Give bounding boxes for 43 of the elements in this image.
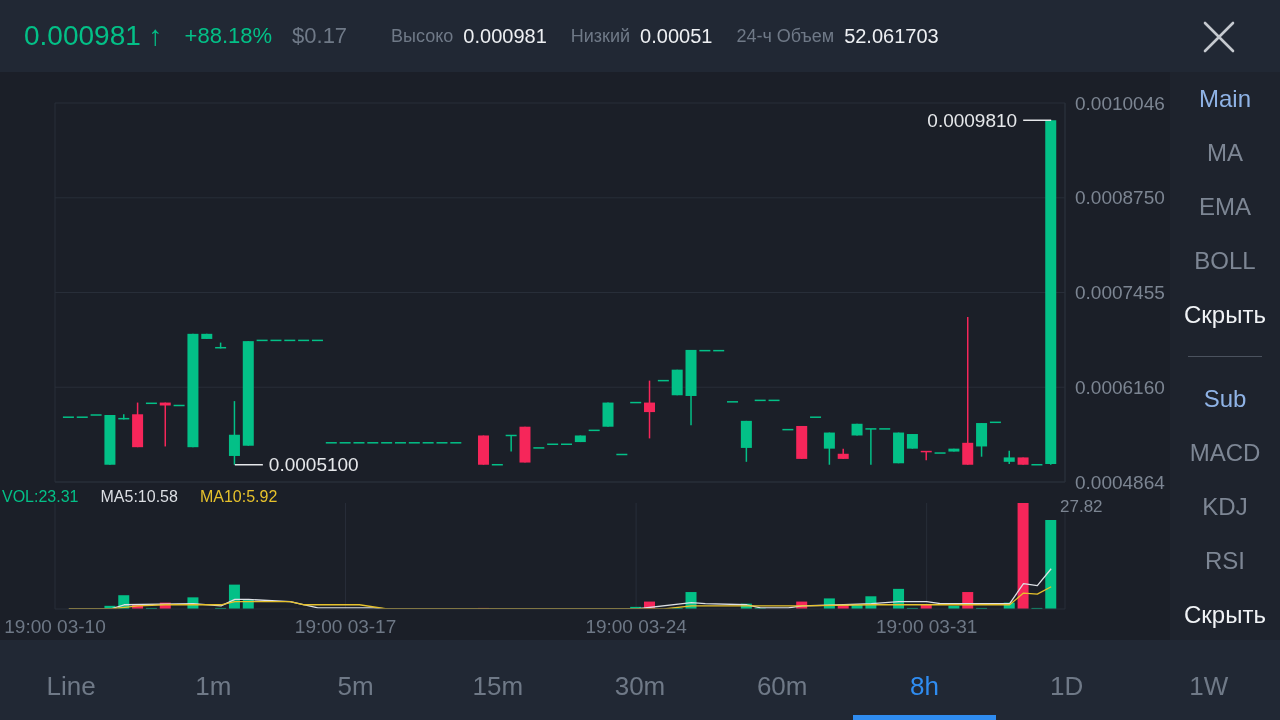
text: 30m: [614, 671, 666, 701]
text: 1W: [1189, 671, 1229, 701]
y-tick-label: 0.0008750: [1075, 187, 1165, 209]
text: VOL:23.31: [2, 488, 79, 506]
text: Скрыть: [1184, 601, 1266, 628]
x-tick-label: 19:00 03-10: [4, 615, 106, 637]
text: Высоко: [391, 25, 454, 47]
text: Sub: [1203, 385, 1247, 412]
y-tick-label: 0.0007455: [1075, 282, 1165, 303]
text: 0.000981: [463, 24, 547, 48]
x-tick-label: 19:00 03-31: [875, 615, 978, 637]
text: 0.000981 ↑: [24, 20, 163, 52]
y-tick-label: 0.0006160: [1075, 376, 1165, 398]
text: EMA: [1198, 193, 1251, 220]
text: $0.17: [292, 23, 348, 49]
text: 0.00051: [640, 24, 713, 48]
text: 60m: [756, 671, 808, 701]
annotation: 0.0005100: [268, 454, 359, 476]
x-tick-label: 19:00 03-24: [585, 615, 688, 637]
text: MA10:5.92: [199, 488, 278, 506]
text: Line: [46, 671, 96, 701]
text: 15m: [472, 671, 524, 701]
text: 5m: [337, 671, 374, 701]
y-tick-label: 0.0004864: [1075, 471, 1166, 493]
text: +88.18%: [184, 23, 273, 49]
text: Низкий: [570, 25, 631, 47]
text: MA5:10.58: [100, 488, 178, 506]
text: 8h: [909, 671, 939, 701]
text: 1m: [195, 671, 232, 701]
text: 1D: [1050, 671, 1084, 701]
text: 52.061703: [844, 24, 939, 48]
text: Скрыть: [1184, 301, 1266, 328]
text: RSI: [1204, 547, 1245, 574]
x-tick-label: 19:00 03-17: [294, 615, 397, 637]
y-tick-label: 0.0010046: [1075, 92, 1165, 114]
text: MA: [1207, 139, 1243, 166]
annotation: 27.82: [1060, 497, 1103, 516]
text: Main: [1198, 85, 1252, 112]
text: MACD: [1189, 439, 1261, 466]
text: BOLL: [1194, 247, 1256, 274]
text: KDJ: [1202, 493, 1248, 520]
text: 24-ч Объем: [736, 25, 835, 47]
annotation: 0.0009810: [927, 109, 1018, 131]
